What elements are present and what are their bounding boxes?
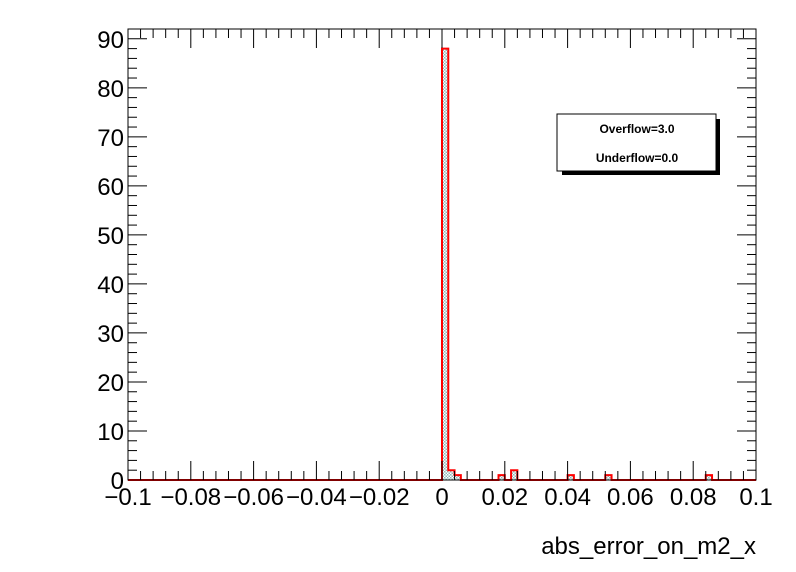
x-tick-label: −0.1 xyxy=(104,484,151,511)
y-tick-label: 80 xyxy=(97,76,124,103)
x-tick-label: 0.02 xyxy=(481,484,528,511)
stats-box-frame xyxy=(556,113,717,172)
histogram-bar xyxy=(567,475,574,480)
x-tick-labels: −0.1 −0.08 −0.06 −0.04 −0.02 0 0.02 0.04 0.06 0.0… xyxy=(104,484,772,511)
histogram-bar xyxy=(454,475,461,480)
y-tick-label: 60 xyxy=(97,174,124,201)
stats-box: Overflow=3.0 Underflow=0.0 xyxy=(556,113,720,175)
y-tick-label: 70 xyxy=(97,125,124,152)
overflow-label: Overflow=3.0 xyxy=(599,122,674,136)
x-tick-label: 0.08 xyxy=(670,484,717,511)
histogram-outline xyxy=(128,47,756,481)
x-axis-title: abs_error_on_m2_x xyxy=(541,533,756,560)
x-tick-label: 0.04 xyxy=(544,484,591,511)
y-tick-label: 30 xyxy=(97,321,124,348)
x-tick-label: 0.1 xyxy=(739,484,772,511)
histogram-bar xyxy=(705,475,713,480)
histogram-bar xyxy=(511,470,518,480)
underflow-label: Underflow=0.0 xyxy=(596,151,679,165)
plot-frame xyxy=(127,28,757,481)
x-tick-label: −0.08 xyxy=(160,484,221,511)
x-tick-label: −0.06 xyxy=(223,484,284,511)
histogram-bar xyxy=(498,475,505,480)
x-tick-label: −0.02 xyxy=(349,484,410,511)
histogram-bars xyxy=(442,48,713,480)
y-tick-label: 50 xyxy=(97,223,124,250)
y-tick-labels: 0 10 20 30 40 50 60 70 80 90 xyxy=(97,27,124,495)
histogram-bar xyxy=(448,470,455,480)
x-tick-label: 0.06 xyxy=(607,484,654,511)
y-tick-label: 10 xyxy=(97,419,124,446)
y-tick-label: 0 xyxy=(111,468,124,495)
histogram-bar xyxy=(605,475,612,480)
x-tick-label: −0.04 xyxy=(286,484,347,511)
y-tick-label: 20 xyxy=(97,370,124,397)
y-tick-label: 40 xyxy=(97,272,124,299)
x-tick-label: 0 xyxy=(435,484,448,511)
histogram-bar xyxy=(442,48,449,480)
y-tick-label: 90 xyxy=(97,27,124,54)
